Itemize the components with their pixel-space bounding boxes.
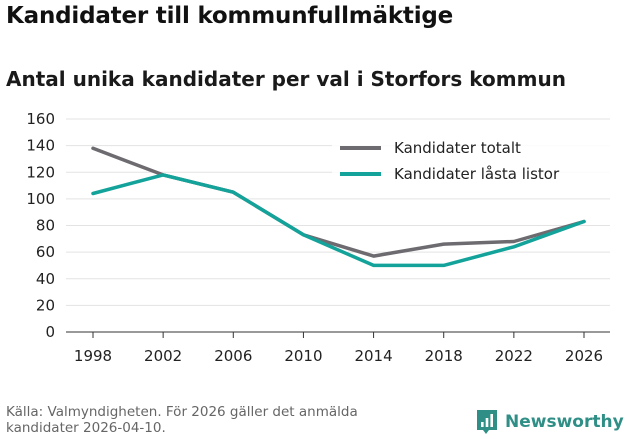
- y-tick-label: 160: [26, 110, 55, 128]
- y-tick-label: 0: [45, 323, 55, 341]
- y-tick-label: 100: [26, 190, 55, 208]
- y-axis-ticks: 0 20 40 60 80 100 120 140 160: [26, 110, 55, 341]
- y-tick-label: 60: [36, 243, 55, 261]
- y-tick-label: 20: [36, 296, 55, 314]
- x-tick-label: 2018: [425, 347, 463, 365]
- bar-chart-logo-icon: [477, 410, 497, 434]
- brand-logo: Newsworthy: [475, 407, 624, 437]
- x-axis-ticks: 1998 2002 2006 2010 2014 2018 2022 2026: [66, 331, 610, 365]
- series-lines: [91, 146, 586, 268]
- legend: Kandidater totalt Kandidater låsta listor: [332, 132, 614, 190]
- y-tick-label: 80: [36, 217, 55, 235]
- x-tick-label: 2006: [214, 347, 252, 365]
- chart-subtitle: Antal unika kandidater per val i Storfor…: [6, 67, 566, 91]
- y-tick-label: 140: [26, 137, 55, 155]
- legend-background: [332, 132, 614, 190]
- x-tick-label: 2026: [565, 347, 603, 365]
- chart-title: Kandidater till kommunfullmäktige: [6, 3, 454, 29]
- x-tick-label: 2002: [144, 347, 182, 365]
- x-tick-label: 1998: [74, 347, 112, 365]
- line-chart: 0 20 40 60 80 100 120 140 160 1998 2002 2006 2010 20…: [26, 110, 614, 365]
- x-tick-label: 2022: [495, 347, 533, 365]
- legend-label-2: Kandidater låsta listor: [394, 165, 560, 183]
- brand-name: Newsworthy: [505, 412, 624, 432]
- source-note: Källa: Valmyndigheten. För 2026 gäller d…: [6, 404, 358, 436]
- legend-label-1: Kandidater totalt: [394, 139, 521, 157]
- x-tick-label: 2014: [354, 347, 392, 365]
- y-tick-label: 40: [36, 270, 55, 288]
- series-line-2: [91, 173, 586, 268]
- x-tick-label: 2010: [284, 347, 322, 365]
- y-tick-label: 120: [26, 163, 55, 181]
